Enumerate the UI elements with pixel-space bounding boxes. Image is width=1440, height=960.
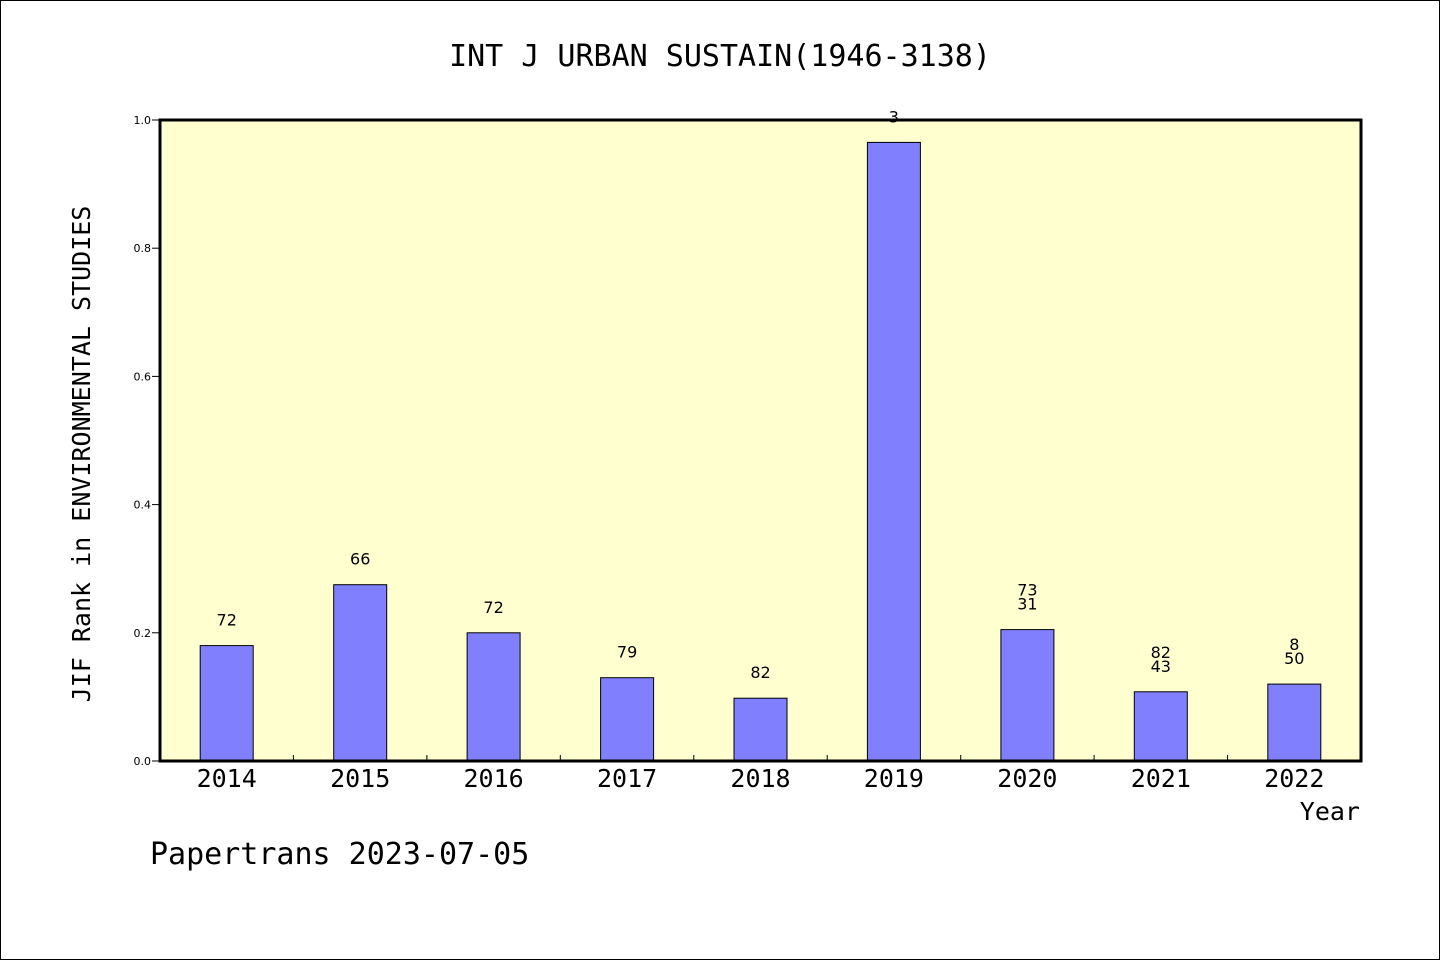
data-label-2016: 72 (483, 598, 503, 617)
data-label-2020-1: 73 (1017, 581, 1037, 600)
x-tick-label-2019: 2019 (864, 764, 924, 793)
y-tick-label-0.4: 0.4 (134, 499, 152, 512)
data-label-2022-2: 50 (1284, 649, 1304, 668)
data-label-2018: 82 (750, 663, 770, 682)
footer-text: Papertrans 2023-07-05 (150, 837, 529, 872)
y-tick-label-0.8: 0.8 (134, 242, 152, 255)
data-label-2021-2: 43 (1151, 657, 1171, 676)
data-label-2021-1: 82 (1151, 643, 1171, 662)
x-tick-label-2022: 2022 (1264, 764, 1324, 793)
x-tick-label-2018: 2018 (730, 764, 790, 793)
bar-2021 (1133, 691, 1188, 762)
bar-2016 (466, 632, 521, 762)
bar-2014 (199, 645, 254, 762)
x-tick-label-2016: 2016 (463, 764, 523, 793)
x-tick-label-2014: 2014 (197, 764, 257, 793)
y-tick-label-1.0: 1.0 (134, 114, 152, 127)
x-tick-label-2015: 2015 (330, 764, 390, 793)
data-label-2022-1: 8 (1289, 635, 1299, 654)
bar-2019 (866, 141, 921, 762)
bar-2022 (1267, 683, 1322, 762)
y-tick-label-0.0: 0.0 (134, 755, 152, 768)
x-tick-label-2020: 2020 (997, 764, 1057, 793)
plot-border (158, 118, 1363, 763)
x-tick-label-2017: 2017 (597, 764, 657, 793)
data-label-2019: 3 (889, 107, 899, 126)
y-axis-label: JIF Rank in ENVIRONMENTAL STUDIES (67, 206, 96, 703)
y-tick-label-0.2: 0.2 (134, 627, 152, 640)
data-label-2020-2: 31 (1017, 595, 1037, 614)
x-tick-label-2021: 2021 (1131, 764, 1191, 793)
data-label-2015: 66 (350, 550, 370, 569)
bar-2015 (333, 584, 388, 762)
chart-title: INT J URBAN SUSTAIN(1946-3138) (449, 39, 991, 74)
data-label-2014: 72 (217, 611, 237, 630)
bar-2017 (600, 677, 655, 762)
bar-2018 (733, 697, 788, 762)
y-tick-label-0.6: 0.6 (134, 370, 152, 383)
x-axis-label: Year (1300, 797, 1360, 826)
data-label-2017: 79 (617, 643, 637, 662)
bar-2020 (1000, 629, 1055, 762)
